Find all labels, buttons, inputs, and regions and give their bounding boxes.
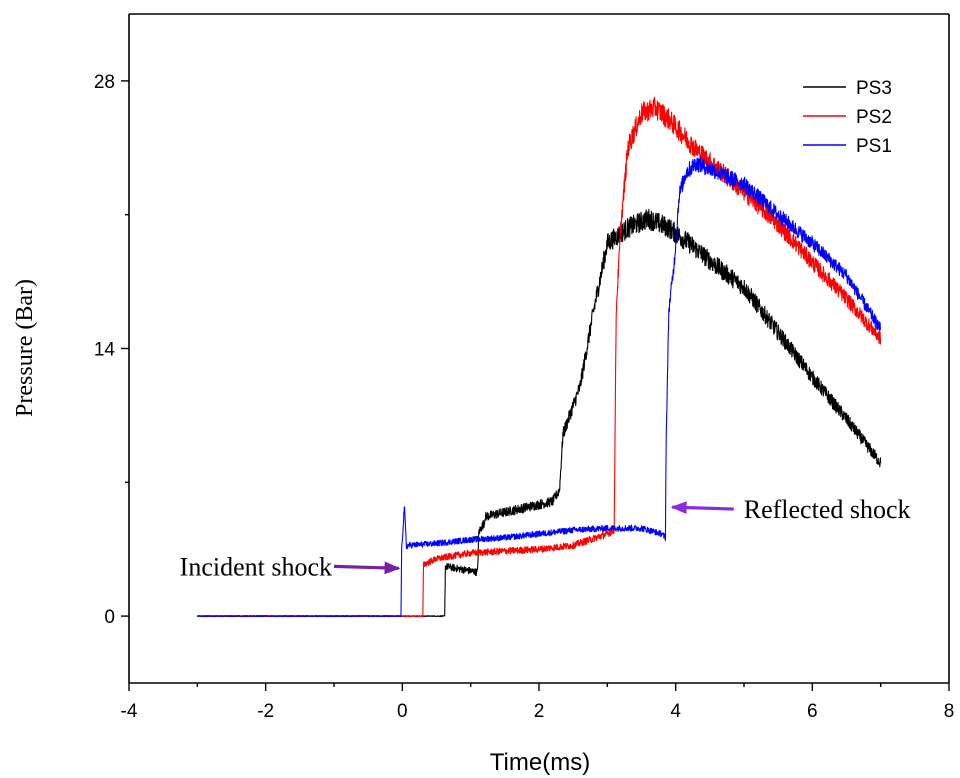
x-tick-label: 2	[534, 701, 545, 722]
annotations: Incident shock Reflected shock	[180, 495, 911, 581]
x-tick-label: 8	[944, 701, 955, 722]
y-tick-label: 0	[104, 607, 115, 628]
x-tick-label: 0	[397, 701, 408, 722]
x-axis-label: Time(ms)	[490, 749, 590, 776]
x-tick-label: -4	[121, 701, 138, 722]
x-tick-label: 4	[670, 701, 681, 722]
legend-label-ps1: PS1	[856, 136, 892, 157]
x-tick-label: 6	[807, 701, 818, 722]
legend: PS3 PS2 PS1	[803, 78, 892, 157]
annotation-label: Incident shock	[180, 552, 332, 581]
y-tick-label: 28	[94, 72, 115, 93]
y-axis-label: Pressure (Bar)	[12, 279, 38, 417]
plot-frame	[128, 13, 950, 684]
series-layer	[196, 96, 882, 618]
x-ticks: -4 -2 0 2 4 6 8	[121, 683, 955, 722]
legend-label-ps2: PS2	[856, 107, 892, 128]
annotation-arrow	[333, 561, 401, 575]
y-tick-label: 14	[94, 340, 116, 361]
x-tick-label: -2	[257, 701, 274, 722]
series-line-ps1	[197, 156, 881, 618]
legend-label-ps3: PS3	[856, 78, 892, 99]
annotation-arrow	[670, 501, 734, 514]
y-ticks: 0 14 28	[94, 72, 129, 628]
annotation-label: Reflected shock	[744, 495, 911, 524]
series-line-ps2	[196, 96, 882, 618]
